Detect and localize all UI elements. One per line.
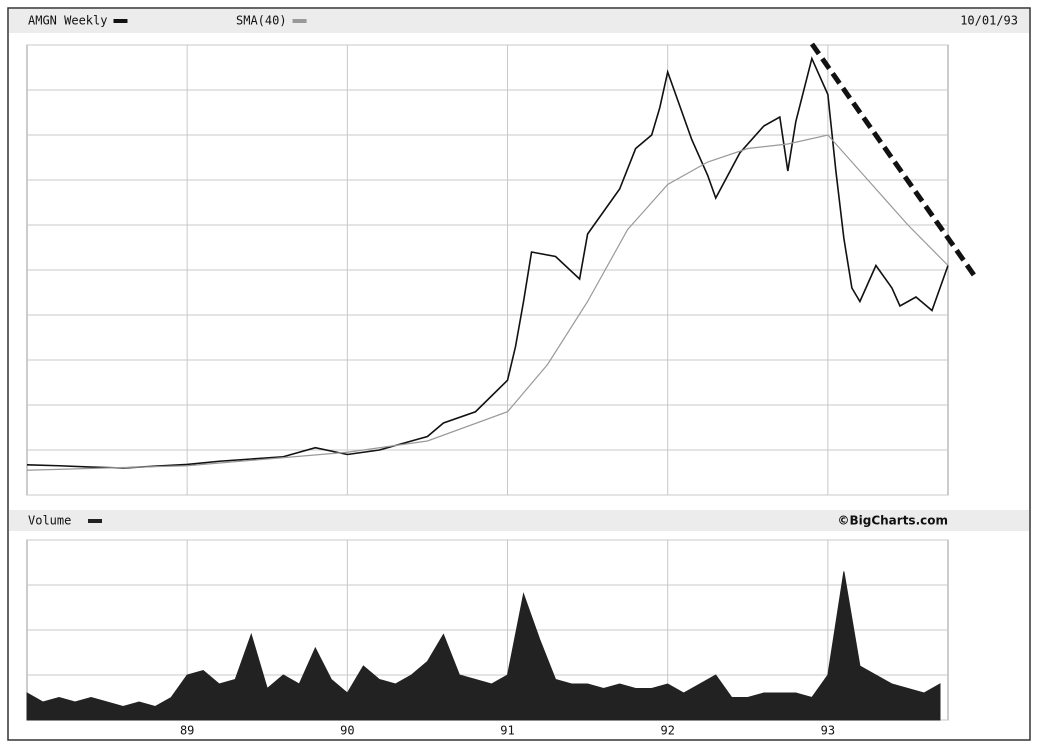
x-tick-label: 92 [660,724,674,738]
trend-line [809,42,979,280]
credit: ©BigCharts.com [837,514,948,528]
legend-label: AMGN Weekly [28,14,107,28]
x-tick-label: 91 [500,724,514,738]
x-tick-label: 93 [821,724,835,738]
x-tick-label: 90 [340,724,354,738]
volume-header-bar [9,510,1029,531]
x-tick-label: 89 [180,724,194,738]
header-bar [9,9,1029,33]
volume-area [26,571,941,721]
series-line [26,56,949,469]
series-line [26,134,949,471]
volume-legend-key [88,519,102,523]
date: 10/01/93 [960,14,1018,28]
legend-label: SMA(40) [236,14,287,28]
volume-title: Volume [28,514,71,528]
